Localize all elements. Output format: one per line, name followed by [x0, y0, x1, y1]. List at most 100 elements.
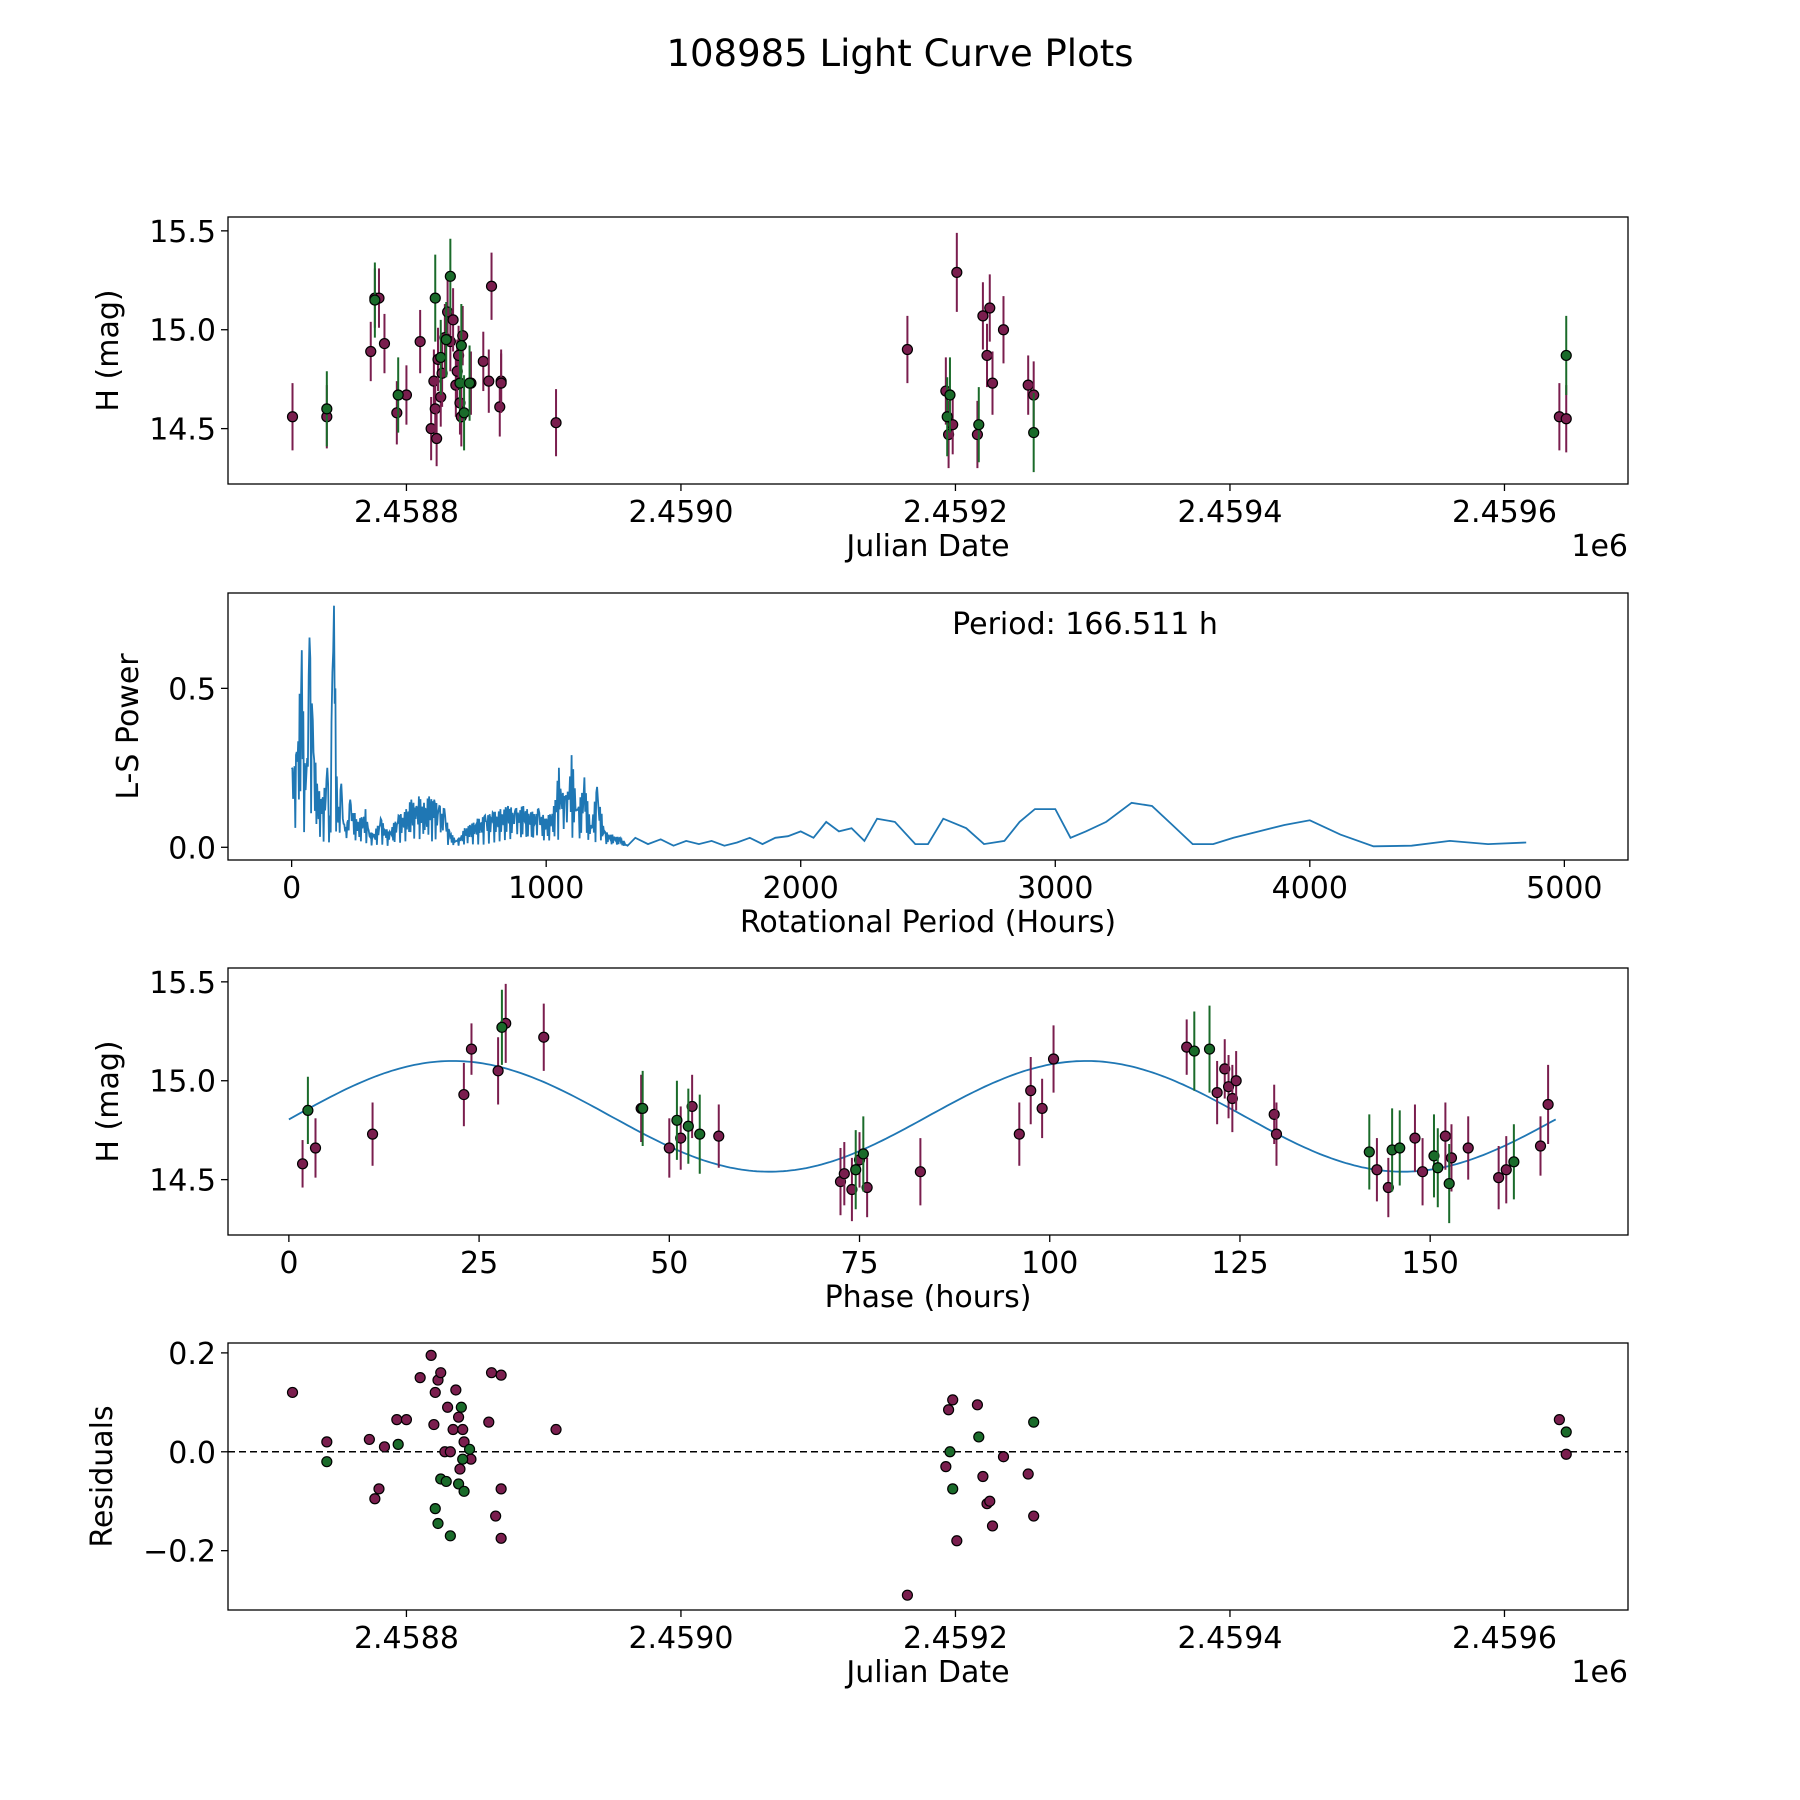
y-axis-label: Residuals	[85, 1405, 120, 1547]
data-point-o	[550, 417, 562, 429]
y-tick-label: 14.5	[149, 1164, 216, 1199]
data-point-c	[432, 1517, 444, 1530]
data-point-o	[1542, 1098, 1554, 1111]
data-point-o	[981, 349, 993, 362]
data-point-o	[483, 1416, 495, 1428]
data-point-o	[713, 1130, 725, 1142]
x-offset-text: 1e6	[1571, 1655, 1628, 1690]
data-point-o	[901, 343, 914, 356]
data-point-o	[365, 345, 377, 358]
data-point-c	[944, 1446, 956, 1458]
x-tick-label: 50	[650, 1246, 688, 1281]
periodogram-line	[290, 605, 1527, 848]
y-tick-label: 0.0	[168, 1436, 216, 1471]
data-point-o	[495, 1369, 507, 1381]
data-point-o	[477, 355, 489, 367]
y-tick-label: 0.5	[168, 672, 216, 707]
data-point-c	[463, 1443, 476, 1455]
data-point-o	[942, 1404, 955, 1416]
data-point-o	[914, 1166, 926, 1178]
data-point-c	[455, 1401, 467, 1413]
data-point-o	[663, 1142, 675, 1154]
data-point-o	[458, 1436, 470, 1448]
data-point-o	[1028, 1510, 1040, 1522]
data-point-c	[455, 339, 467, 352]
panel-residuals: 2.4588 2.4590 2.4592 2.4594 2.4596 −0.2 0.0 0.2…	[85, 1337, 1629, 1690]
data-point-c	[1028, 1416, 1040, 1428]
y-tick-label: 15.0	[149, 1065, 216, 1100]
data-point-o	[686, 1100, 698, 1113]
data-point-o	[1270, 1128, 1283, 1140]
data-point-o	[400, 1414, 413, 1426]
data-point-c	[1394, 1142, 1406, 1154]
x-tick-label: 0	[279, 1246, 298, 1281]
data-point-c	[429, 292, 441, 304]
data-point-c	[1560, 349, 1572, 362]
x-tick-label: 100	[1021, 1246, 1078, 1281]
y-tick-label: 0.2	[168, 1337, 216, 1372]
plot-area	[290, 605, 1527, 848]
data-point-o	[984, 302, 996, 314]
data-point-o	[940, 1461, 952, 1473]
data-point-o	[1534, 1140, 1547, 1152]
x-axis-label: Julian Date	[844, 1655, 1009, 1690]
data-point-o	[986, 377, 999, 389]
data-point-o	[984, 1495, 996, 1507]
x-tick-label: 2.4596	[1452, 1621, 1557, 1656]
data-point-o	[951, 266, 963, 278]
data-point-o	[494, 401, 506, 413]
data-point-o	[363, 1433, 375, 1446]
data-point-o	[444, 1446, 456, 1458]
data-point-c	[321, 403, 333, 415]
data-point-c	[1203, 1043, 1216, 1055]
data-point-o	[1560, 1448, 1572, 1460]
data-point-c	[1188, 1045, 1200, 1057]
plot-area	[286, 232, 1572, 473]
data-point-o	[429, 1386, 441, 1399]
x-tick-label: 2.4588	[354, 495, 459, 530]
axes-frame	[227, 1342, 1629, 1611]
x-tick-label: 150	[1402, 1246, 1459, 1281]
data-point-o	[1226, 1092, 1238, 1105]
data-point-c	[637, 1102, 649, 1115]
data-point-o	[428, 1418, 440, 1431]
data-point-o	[1439, 1130, 1451, 1142]
y-axis-label: L-S Power	[111, 653, 146, 800]
data-point-c	[458, 1485, 470, 1497]
data-point-o	[1025, 1085, 1037, 1097]
axes-frame	[227, 216, 1629, 485]
x-tick-label: 0	[282, 871, 301, 906]
data-point-o	[1493, 1172, 1505, 1184]
data-point-o	[442, 1401, 454, 1413]
data-point-o	[1268, 1108, 1280, 1120]
plot-area	[228, 1349, 1628, 1601]
data-point-o	[286, 411, 299, 423]
data-point-o	[485, 1367, 498, 1379]
data-point-c	[452, 1478, 465, 1490]
data-point-o	[997, 1451, 1010, 1463]
data-point-o	[495, 1483, 507, 1495]
data-point-c	[944, 389, 956, 401]
x-tick-label: 25	[460, 1246, 498, 1281]
data-point-c	[973, 1431, 985, 1443]
data-point-c	[440, 1475, 452, 1488]
data-point-o	[846, 1183, 858, 1196]
best-period-annotation: Period: 166.511 h	[952, 607, 1218, 642]
y-tick-label: 15.5	[149, 215, 216, 250]
data-point-o	[986, 1520, 999, 1532]
axes-frame	[227, 967, 1629, 1236]
data-point-c	[429, 1503, 441, 1515]
data-point-o	[429, 403, 441, 415]
data-point-o	[309, 1142, 322, 1154]
data-point-c	[463, 377, 476, 389]
data-point-o	[947, 1394, 959, 1406]
data-point-o	[435, 1367, 447, 1379]
data-point-o	[452, 1411, 465, 1423]
data-point-c	[444, 270, 456, 282]
data-point-o	[1445, 1152, 1458, 1164]
panel-light-curve: 2.4588 2.4590 2.4592 2.4594 2.4596 14.5 15.0 15…	[91, 215, 1629, 564]
data-point-o	[951, 1535, 963, 1547]
data-point-c	[1443, 1177, 1455, 1190]
data-point-c	[302, 1104, 314, 1117]
x-tick-label: 2.4590	[628, 495, 733, 530]
